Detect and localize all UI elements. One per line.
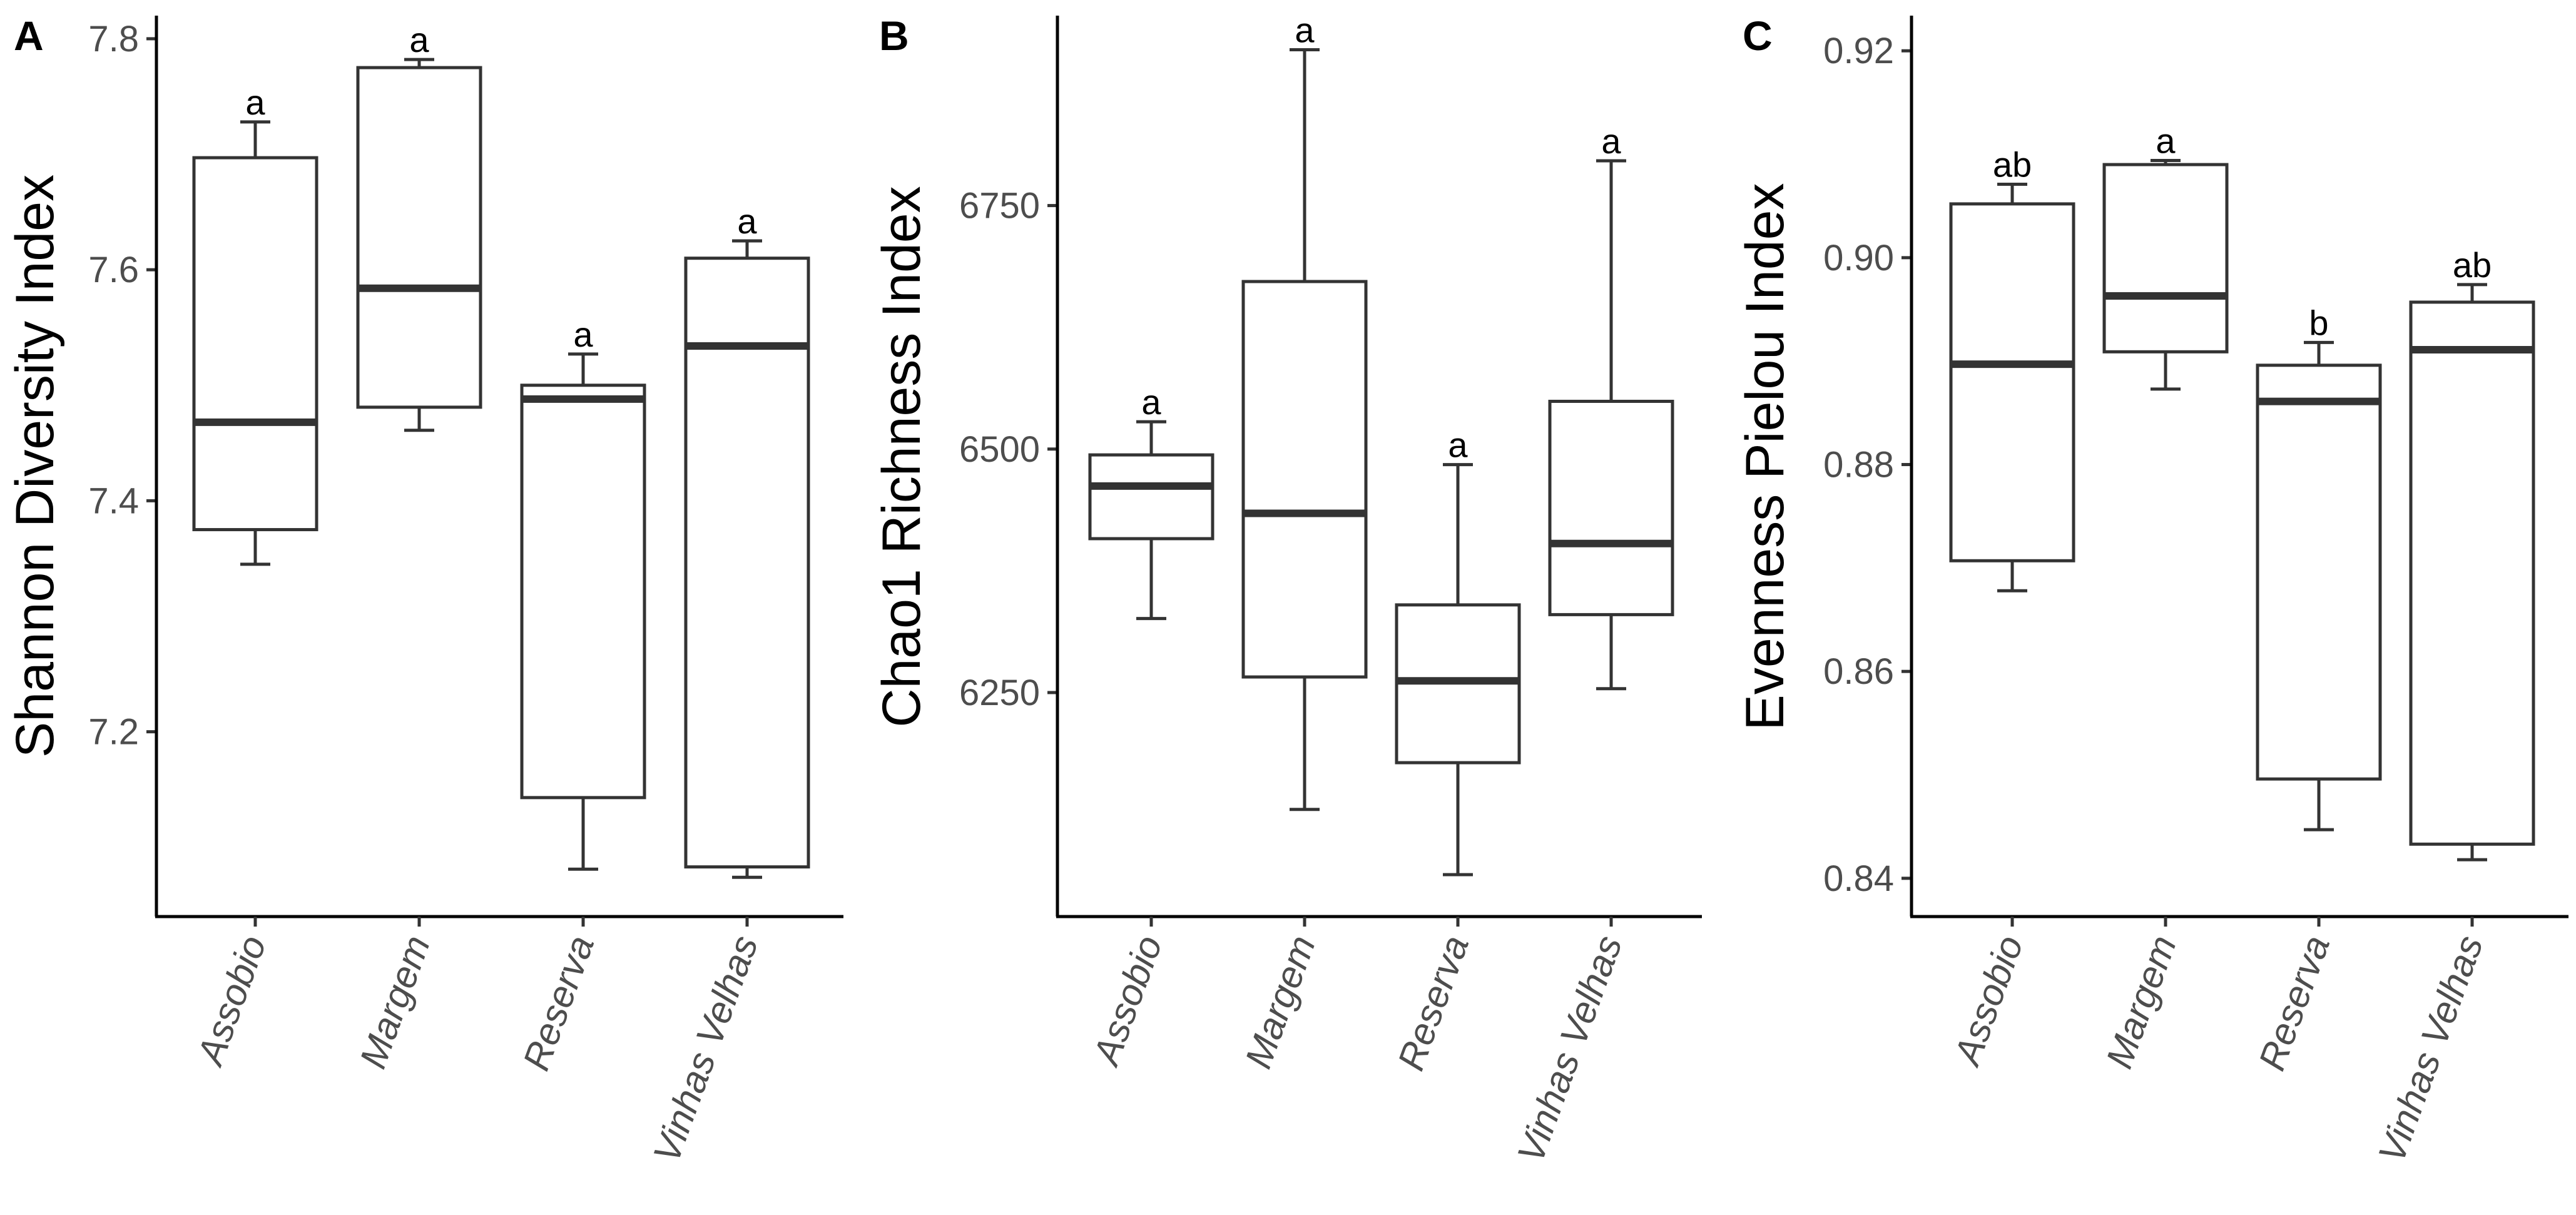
iqr-box — [356, 66, 482, 409]
panel-b: B Chao1 Richness Index 6250 6500 6750 a Assobi… — [872, 10, 1702, 1168]
box-margem: a — [1241, 10, 1368, 811]
significance-letter: a — [2156, 121, 2176, 160]
box-vinhas-velhas: a — [684, 201, 810, 879]
significance-letter: a — [573, 315, 593, 354]
iqr-box — [1548, 399, 1674, 616]
y-tick-label: 0.84 — [1823, 858, 1894, 899]
iqr-box — [1088, 453, 1214, 541]
iqr-box — [1949, 202, 2075, 562]
x-category-label: Vinhas Velhas — [2370, 930, 2491, 1168]
box-assobio: a — [1088, 382, 1214, 621]
iqr-box — [2409, 300, 2535, 846]
y-tick-label: 6250 — [959, 673, 1040, 713]
iqr-box — [192, 156, 318, 532]
y-tick-label: 6500 — [959, 429, 1040, 470]
y-tick-label: 7.6 — [88, 250, 139, 290]
box-vinhas-velhas: a — [1548, 121, 1674, 691]
y-axis-title: Shannon Diversity Index — [5, 175, 65, 758]
significance-letter: a — [245, 83, 265, 122]
significance-letter: a — [1141, 382, 1161, 422]
significance-letter: b — [2309, 303, 2328, 342]
significance-letter: ab — [2453, 245, 2492, 285]
y-axis-title: Chao1 Richness Index — [872, 186, 932, 727]
box-assobio: a — [192, 83, 318, 566]
significance-letter: a — [1448, 425, 1468, 465]
x-category-label: Reserva — [1390, 930, 1477, 1076]
box-vinhas-velhas: ab — [2409, 245, 2535, 862]
y-tick-label: 7.2 — [88, 712, 139, 753]
y-tick-label: 7.8 — [88, 19, 139, 59]
panel-label: A — [14, 13, 44, 59]
x-category-label: Assobio — [1945, 930, 2031, 1072]
y-tick-label: 0.90 — [1823, 238, 1894, 278]
significance-letter: a — [737, 201, 757, 241]
x-category-label: Vinhas Velhas — [645, 930, 766, 1168]
x-category-label: Margem — [352, 930, 438, 1074]
x-category-label: Reserva — [515, 930, 602, 1076]
y-tick-label: 0.92 — [1823, 31, 1894, 71]
box-reserva: b — [2256, 303, 2382, 831]
box-margem: a — [2102, 121, 2229, 391]
x-category-label: Reserva — [2251, 930, 2338, 1076]
significance-letter: a — [1295, 10, 1315, 49]
panel-label: B — [879, 13, 909, 59]
box-margem: a — [356, 20, 482, 432]
y-tick-label: 0.86 — [1823, 651, 1894, 692]
x-category-label: Vinhas Velhas — [1509, 930, 1630, 1168]
box-reserva: a — [520, 315, 646, 871]
x-category-label: Assobio — [1084, 930, 1170, 1072]
box-reserva: a — [1395, 425, 1521, 877]
panel-a: A Shannon Diversity Index 7.2 7.4 7.6 7.8 a Ass… — [5, 13, 843, 1168]
y-axis-title: Evenness Pielou Index — [1735, 183, 1795, 731]
x-category-label: Margem — [1237, 930, 1323, 1074]
significance-letter: ab — [1993, 145, 2032, 184]
y-tick-label: 7.4 — [88, 480, 139, 521]
significance-letter: a — [409, 20, 429, 59]
y-tick-label: 0.88 — [1823, 445, 1894, 485]
panel-c: C Evenness Pielou Index 0.84 0.86 0.88 0.90 0.… — [1735, 13, 2568, 1168]
x-category-label: Assobio — [188, 930, 274, 1072]
significance-letter: a — [1601, 121, 1621, 161]
iqr-box — [2256, 363, 2382, 781]
y-tick-label: 6750 — [959, 186, 1040, 226]
iqr-box — [684, 257, 810, 869]
box-assobio: ab — [1949, 145, 2075, 592]
x-category-label: Margem — [2098, 930, 2184, 1074]
panel-label: C — [1743, 13, 1773, 59]
iqr-box — [2102, 163, 2229, 353]
iqr-box — [1241, 280, 1368, 679]
iqr-box — [520, 384, 646, 800]
